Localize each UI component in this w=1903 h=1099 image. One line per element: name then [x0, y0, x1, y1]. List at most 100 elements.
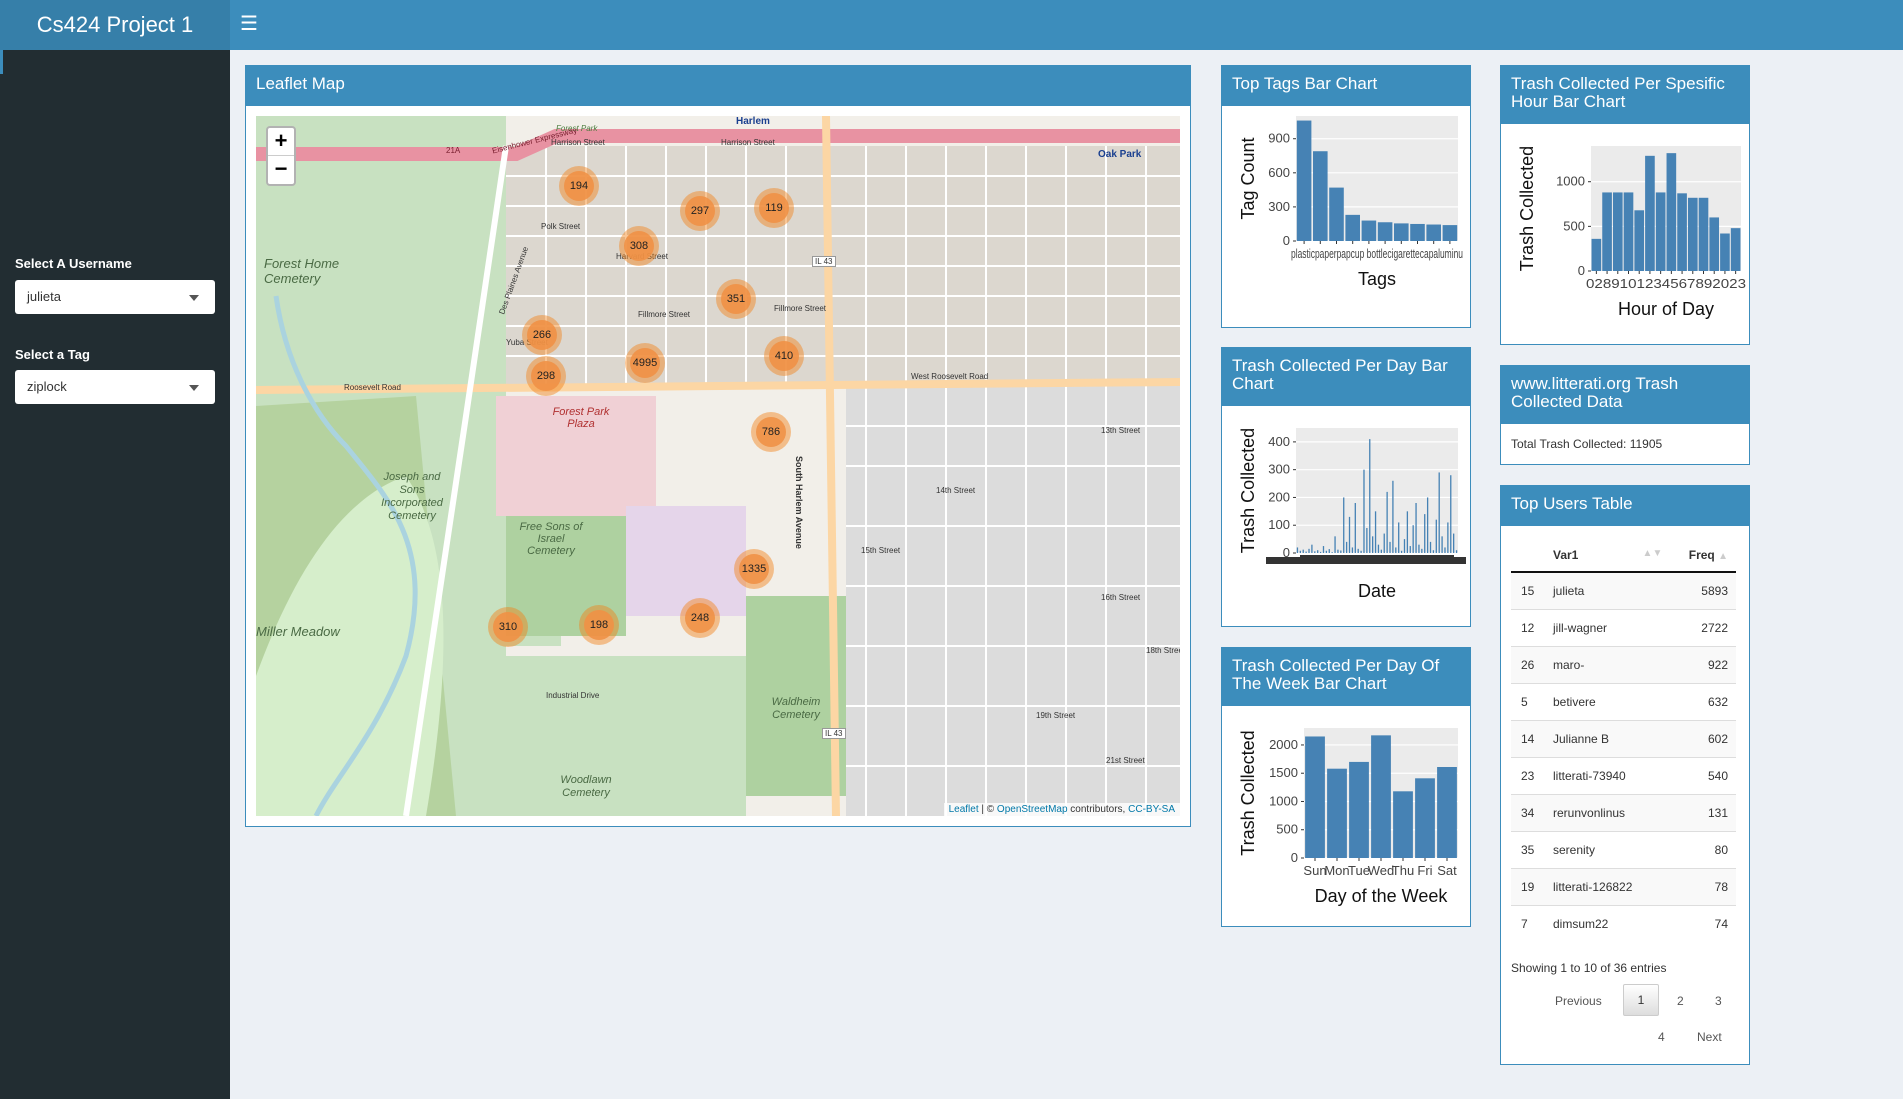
marker-cluster[interactable]: 4995 [625, 343, 665, 383]
zoom-out-button[interactable]: − [274, 156, 288, 181]
x-tick-label: Wed [1368, 863, 1395, 878]
map-label: West Roosevelt Road [911, 372, 989, 381]
page-4-button[interactable]: 4 [1658, 1030, 1665, 1044]
bar [1447, 522, 1449, 553]
col-header-var1[interactable]: Var1 ▲▼ [1549, 538, 1669, 573]
map-box-title: Leaflet Map [246, 66, 1190, 106]
row-username: rerunvonlinus [1549, 793, 1669, 831]
eisenhower-expressway [256, 129, 1180, 161]
cluster-count: 298 [531, 361, 561, 391]
zoom-in-button[interactable]: + [268, 128, 294, 156]
users-table-wrap: Var1 ▲▼ Freq ▲ 15 julieta 5893 12 jill-wagne… [1511, 538, 1736, 942]
row-freq: 74 [1668, 904, 1736, 942]
row-username: julieta [1549, 571, 1669, 609]
osm-link[interactable]: OpenStreetMap [996, 804, 1068, 815]
app-title: Cs424 Project 1 [0, 0, 230, 50]
bar [1398, 522, 1400, 553]
hamburger-icon: ☰ [240, 13, 258, 35]
leaflet-link[interactable]: Leaflet [948, 804, 979, 815]
bar [1372, 536, 1374, 553]
marker-cluster[interactable]: 786 [751, 412, 791, 452]
marker-cluster[interactable]: 351 [716, 279, 756, 319]
table-row: 14 Julianne B 602 [1511, 719, 1736, 757]
bar [1426, 497, 1429, 553]
row-freq: 131 [1668, 793, 1736, 831]
bar [1698, 197, 1709, 271]
industrial-area [626, 506, 746, 616]
map-label: Fillmore Street [638, 310, 691, 319]
urban-block-south [846, 386, 1180, 816]
map-label: 21st Street [1106, 756, 1145, 765]
x-axis-label: Hour of Day [1618, 299, 1714, 319]
plot-panel [1296, 428, 1458, 553]
x-tick-label: Tue [1348, 863, 1370, 878]
prev-button[interactable]: Previous [1555, 994, 1602, 1008]
marker-cluster[interactable]: 410 [764, 336, 804, 376]
x-tick-label: Thu [1392, 863, 1414, 878]
row-index: 19 [1511, 867, 1549, 905]
bar [1720, 233, 1730, 271]
marker-cluster[interactable]: 298 [526, 356, 566, 396]
y-tick-label: 0 [1291, 850, 1298, 865]
hour-bar-chart: 0 500 1000 0289101234567892023 Hour of Day Tr… [1517, 146, 1746, 319]
page-1-button[interactable]: 1 [1623, 984, 1659, 1016]
bar [1655, 192, 1666, 271]
x-axis-label: Date [1358, 581, 1396, 601]
bar [1429, 541, 1432, 553]
marker-cluster[interactable]: 248 [680, 598, 720, 638]
harlem-avenue [822, 116, 840, 816]
next-button[interactable]: Next [1697, 1030, 1722, 1044]
marker-cluster[interactable]: 297 [680, 191, 720, 231]
bar [1296, 547, 1299, 553]
page-2-button[interactable]: 2 [1677, 994, 1684, 1008]
cluster-count: 1335 [739, 554, 769, 584]
y-axis-label: Tag Count [1238, 137, 1258, 219]
sidebar-toggle-button[interactable]: ☰ [240, 0, 260, 50]
map-label: Miller Meadow [256, 624, 340, 639]
bar [1424, 514, 1426, 553]
marker-cluster[interactable]: 308 [619, 226, 659, 266]
marker-cluster[interactable]: 194 [559, 166, 599, 206]
bar [1327, 768, 1347, 858]
license-link[interactable]: CC-BY-SA [1128, 804, 1175, 815]
cluster-count: 198 [584, 610, 614, 640]
y-tick-label: 300 [1268, 462, 1290, 477]
row-freq: 632 [1668, 682, 1736, 720]
bar [1591, 238, 1602, 271]
marker-cluster[interactable]: 1335 [734, 549, 774, 589]
username-select[interactable]: julieta [15, 280, 215, 314]
marker-cluster[interactable]: 266 [522, 315, 562, 355]
marker-cluster[interactable]: 310 [488, 607, 528, 647]
tag-select-value: ziplock [27, 379, 67, 394]
bar [1602, 192, 1612, 271]
bar [1418, 544, 1420, 553]
marker-cluster[interactable]: 119 [754, 188, 794, 228]
map-label: Joseph and Sons Incorporated Cemetery [381, 471, 443, 522]
highway-shield: IL 43 [812, 256, 836, 267]
bar [1331, 552, 1333, 553]
col-header-freq[interactable]: Freq ▲ [1668, 538, 1736, 573]
attribution-contrib: contributors, [1067, 804, 1129, 815]
y-tick-label: 300 [1268, 199, 1290, 214]
miller-meadow-area [256, 476, 444, 816]
bar [1361, 220, 1377, 241]
users-table: Var1 ▲▼ Freq ▲ 15 julieta 5893 12 jill-wagne… [1511, 538, 1736, 942]
day-chart-box: Trash Collected Per Day Bar Chart 0 100 20… [1221, 347, 1471, 627]
tag-select[interactable]: ziplock [15, 370, 215, 404]
tags-chart-box: Top Tags Bar Chart 0 300 600 900 plasticpape… [1221, 65, 1471, 328]
bar [1432, 550, 1435, 553]
page-3-button[interactable]: 3 [1715, 994, 1722, 1008]
bar [1377, 222, 1393, 241]
marker-cluster[interactable]: 198 [579, 605, 619, 645]
bar [1380, 549, 1382, 553]
x-tick-labels: plasticpaperpapcup bottlecigarettecapalu… [1291, 246, 1463, 261]
top-navbar: Cs424 Project 1 ☰ [0, 0, 1903, 50]
y-tick-label: 0 [1578, 263, 1585, 278]
cluster-count: 194 [564, 171, 594, 201]
total-box: www.litterati.org Trash Collected Data T… [1500, 365, 1750, 465]
map-label: 13th Street [1101, 426, 1141, 435]
plaza-area [496, 396, 656, 516]
total-trash-text: Total Trash Collected: 11905 [1511, 437, 1663, 451]
table-row: 26 maro- 922 [1511, 645, 1736, 683]
leaflet-map[interactable]: Harlem Forest Park Oak Park Harrison Str… [256, 116, 1180, 816]
